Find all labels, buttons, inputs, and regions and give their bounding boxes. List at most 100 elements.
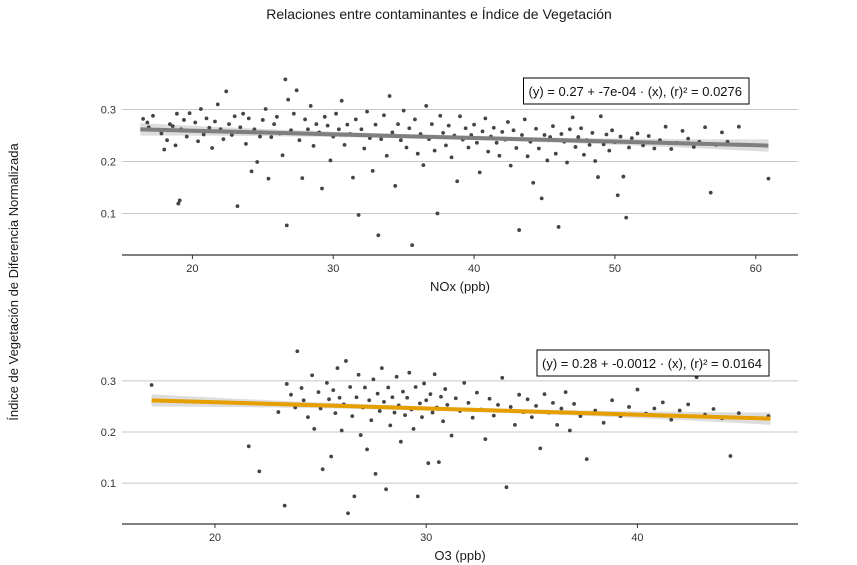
data-point xyxy=(249,169,254,174)
data-point xyxy=(224,89,229,94)
data-point xyxy=(388,423,393,428)
data-point xyxy=(404,145,409,150)
data-point xyxy=(428,392,433,397)
data-point xyxy=(686,136,691,141)
nox-x-tick-label: 30 xyxy=(327,263,339,275)
data-point xyxy=(401,389,405,394)
data-point xyxy=(403,413,407,418)
data-point xyxy=(306,127,310,132)
data-point xyxy=(141,117,146,121)
data-point xyxy=(621,174,626,179)
data-point xyxy=(458,114,462,119)
data-point xyxy=(475,390,479,395)
data-point xyxy=(384,153,389,158)
data-point xyxy=(491,125,496,130)
data-point xyxy=(299,386,304,390)
data-point xyxy=(398,439,403,444)
nox-y-tick-label: 0.3 xyxy=(101,105,116,117)
data-point xyxy=(413,117,417,122)
data-point xyxy=(525,154,530,159)
data-point xyxy=(430,410,435,415)
nox-x-tick-label: 60 xyxy=(750,263,762,275)
nox-fit-layer xyxy=(140,127,769,148)
data-point xyxy=(390,130,395,135)
data-point xyxy=(370,168,375,173)
data-point xyxy=(424,104,429,108)
data-point xyxy=(572,401,576,406)
data-point xyxy=(646,134,651,138)
data-point xyxy=(435,211,440,216)
data-point xyxy=(483,437,488,442)
data-point xyxy=(525,397,530,402)
data-point xyxy=(491,413,496,418)
data-point xyxy=(432,148,437,153)
nox-y-tick-label: 0.2 xyxy=(101,157,116,169)
data-point xyxy=(362,146,367,151)
data-point xyxy=(559,406,564,411)
data-point xyxy=(627,145,631,150)
data-point xyxy=(593,159,598,163)
data-point xyxy=(351,175,355,180)
data-point xyxy=(439,394,443,399)
data-point xyxy=(508,405,513,409)
data-point xyxy=(582,152,586,157)
nox-x-tick-label: 40 xyxy=(468,263,480,275)
data-point xyxy=(663,124,668,129)
data-point xyxy=(149,383,154,387)
nox-panel: 0.1 0.2 0.3 20 30 40 50 60 NOx (ppb) (y) = 0.27 … xyxy=(101,77,798,294)
data-point xyxy=(182,118,186,122)
data-point xyxy=(322,114,327,119)
data-point xyxy=(410,243,415,248)
data-point xyxy=(392,410,397,415)
data-point xyxy=(196,139,200,144)
data-point xyxy=(415,151,420,156)
data-point xyxy=(367,398,372,403)
data-point xyxy=(246,444,251,449)
data-point xyxy=(590,131,595,135)
data-point xyxy=(466,145,471,150)
data-point xyxy=(587,142,592,147)
data-point xyxy=(255,160,260,164)
data-point xyxy=(500,375,505,380)
data-point xyxy=(736,411,741,415)
data-point xyxy=(257,469,262,474)
data-point xyxy=(486,149,491,154)
nox-regression-line xyxy=(140,127,769,148)
data-point xyxy=(353,117,358,122)
data-point xyxy=(635,387,640,392)
data-point xyxy=(511,128,516,133)
data-point xyxy=(376,233,381,238)
data-point xyxy=(551,124,555,129)
data-point xyxy=(221,137,226,142)
data-point xyxy=(272,122,276,126)
data-point xyxy=(556,225,561,229)
data-point xyxy=(176,201,181,206)
data-point xyxy=(300,176,305,181)
o3-equation: (y) = 0.28 + -0.0012 · (x), (r)² = 0.016… xyxy=(536,349,770,377)
figure-title: Relaciones entre contaminantes e Índice … xyxy=(266,6,612,22)
data-point xyxy=(159,131,164,136)
data-point xyxy=(686,402,691,407)
data-point xyxy=(379,137,384,142)
data-point xyxy=(627,405,631,409)
data-point xyxy=(371,377,376,382)
data-point xyxy=(320,467,325,472)
data-point xyxy=(680,128,685,133)
data-point xyxy=(555,422,560,427)
nox-axes: 0.1 0.2 0.3 20 30 40 50 60 NOx (ppb) xyxy=(101,105,798,294)
data-point xyxy=(470,415,475,420)
data-point xyxy=(246,116,251,121)
data-point xyxy=(244,141,248,146)
data-point xyxy=(263,107,268,111)
data-point xyxy=(354,395,359,400)
data-point xyxy=(350,414,355,419)
data-point xyxy=(438,113,443,118)
data-point xyxy=(429,122,434,126)
data-point xyxy=(407,370,412,375)
data-point xyxy=(407,126,412,131)
nox-y-tick-label: 0.1 xyxy=(101,208,116,220)
data-point xyxy=(289,392,293,397)
data-point xyxy=(635,131,640,136)
data-point xyxy=(337,395,342,400)
data-point xyxy=(677,408,682,413)
